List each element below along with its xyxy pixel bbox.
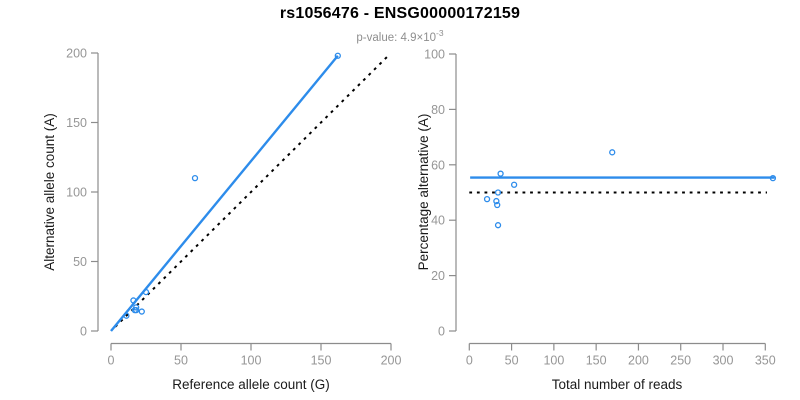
x-tick-label: 100 — [543, 354, 564, 368]
data-point — [142, 288, 150, 296]
data-point — [493, 197, 500, 205]
y-tick-label: 100 — [66, 186, 87, 200]
y-tick-label: 150 — [66, 116, 87, 130]
y-tick-label: 50 — [73, 255, 87, 269]
x-tick-label: 300 — [713, 354, 734, 368]
y-tick-label: 100 — [424, 48, 445, 62]
data-point — [123, 312, 130, 319]
x-tick-label: 350 — [755, 354, 776, 368]
data-point — [334, 52, 341, 59]
allele-count-scatter-plot: 0 50 100 150 200 0 50 100 150 200 Reference allele… — [42, 47, 401, 393]
data-point — [497, 170, 504, 177]
data-point — [494, 222, 502, 229]
x-tick-label: 200 — [381, 354, 402, 368]
x-axis-title: Total number of reads — [552, 377, 683, 392]
x-tick-label: 250 — [670, 354, 691, 368]
x-tick-label: 100 — [241, 354, 262, 368]
data-point — [138, 308, 145, 315]
regression-fit-line — [110, 55, 339, 332]
p-value-text: p-value: 4.9×10 — [356, 31, 437, 44]
y-axis-title: Alternative allele count (A) — [42, 113, 57, 271]
x-tick-label: 200 — [628, 354, 649, 368]
data-point — [191, 174, 199, 182]
x-tick-label: 50 — [174, 354, 188, 368]
y-tick-label: 80 — [431, 103, 445, 117]
data-point — [133, 304, 140, 311]
x-tick-label: 150 — [311, 354, 332, 368]
data-point — [494, 189, 502, 196]
figure-title: rs1056476 - ENSG00000172159 — [279, 5, 521, 22]
y-tick-label: 0 — [80, 325, 87, 339]
data-point — [133, 306, 140, 314]
data-point — [483, 195, 491, 203]
y-tick-label: 0 — [438, 325, 445, 339]
y-tick-label: 20 — [431, 269, 445, 283]
y-tick-label: 200 — [66, 47, 87, 61]
data-point — [769, 174, 777, 182]
y-tick-label: 40 — [431, 214, 445, 228]
x-axis-title: Reference allele count (G) — [172, 377, 330, 392]
y-axis-title: Percentage alternative (A) — [416, 114, 431, 271]
data-point — [494, 201, 501, 209]
p-value-exponent: -3 — [436, 28, 444, 38]
x-tick-label: 0 — [108, 354, 115, 368]
data-point — [130, 297, 137, 304]
x-tick-label: 50 — [505, 354, 519, 368]
data-point — [510, 181, 518, 188]
data-point — [609, 149, 616, 156]
x-tick-label: 150 — [586, 354, 607, 368]
p-value-label: p-value: 4.9×10-3 — [0, 28, 800, 44]
percentage-scatter-plot: 0 20 40 60 80 100 0 50 100 150 200 250 300 350 Total n… — [416, 48, 777, 392]
identity-reference-line — [114, 53, 391, 328]
x-tick-label: 0 — [466, 354, 473, 368]
y-tick-label: 60 — [431, 158, 445, 172]
